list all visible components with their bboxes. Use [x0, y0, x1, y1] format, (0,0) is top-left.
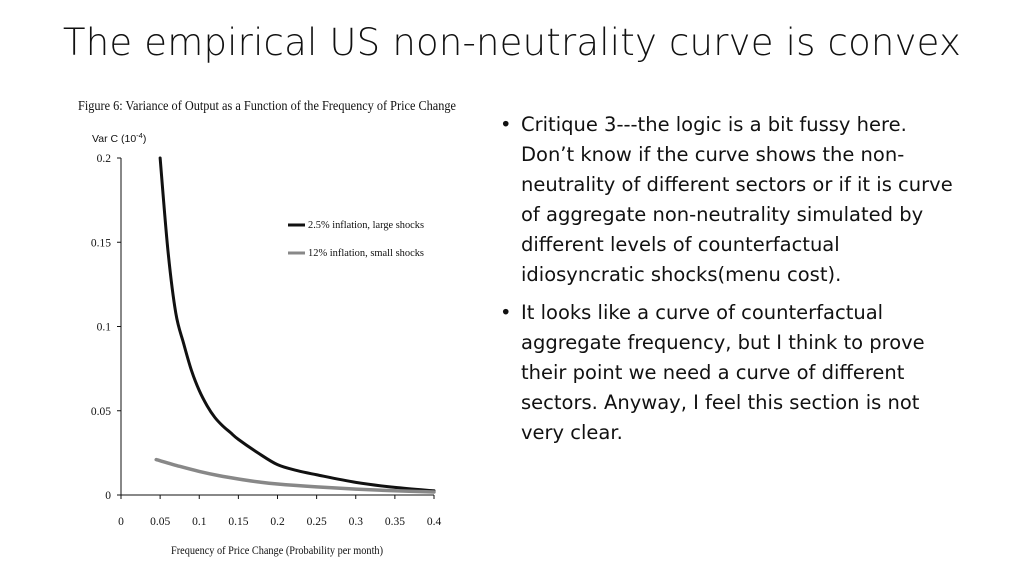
bullet-text: It looks like a curve of counterfactual …: [521, 301, 925, 444]
chart-container: Figure 6: Variance of Output as a Functi…: [64, 90, 474, 570]
chart-title: Figure 6: Variance of Output as a Functi…: [78, 98, 456, 113]
series-line-high-inflation: [154, 457, 436, 494]
series-group: [154, 156, 436, 494]
y-axis-label: Var C (10-4): [92, 131, 146, 145]
y-axis-label-base: Var C (10: [92, 133, 136, 145]
y-tick-label: 0.05: [91, 406, 111, 418]
x-tick-label: 0.25: [307, 516, 327, 528]
x-tick-label: 0.3: [349, 516, 364, 528]
x-axis-label: Frequency of Price Change (Probability p…: [171, 543, 383, 557]
bullet-dot: •: [500, 113, 512, 136]
bullet-list: • Critique 3---the logic is a bit fussy h…: [500, 110, 960, 456]
bullet-text: Critique 3---the logic is a bit fussy he…: [521, 113, 953, 286]
series-line-low-inflation: [158, 156, 436, 493]
slide-title: The empirical US non-neutrality curve is…: [62, 21, 962, 64]
x-tick-label: 0.35: [385, 516, 405, 528]
x-tick-label: 0.2: [270, 516, 285, 528]
x-tick-label: 0.1: [192, 516, 207, 528]
legend: 2.5% inflation, large shocks 12% inflatio…: [288, 219, 424, 259]
y-tick-label: 0.1: [97, 322, 112, 334]
bullet-dot: •: [500, 301, 512, 324]
variance-chart: Figure 6: Variance of Output as a Functi…: [78, 98, 456, 557]
y-tick-label: 0.2: [97, 153, 112, 165]
y-axis-label-exponent: -4: [136, 131, 143, 140]
x-tick-label: 0: [118, 516, 124, 528]
legend-label: 2.5% inflation, large shocks: [308, 219, 424, 231]
bullet-item-critique: • Critique 3---the logic is a bit fussy h…: [500, 110, 960, 290]
bullet-item-opinion: • It looks like a curve of counterfactual…: [500, 298, 960, 448]
y-tick-label: 0: [105, 490, 111, 502]
x-tick-label: 0.05: [150, 516, 170, 528]
legend-label: 12% inflation, small shocks: [308, 247, 424, 259]
y-ticks: 0 0.05 0.1 0.15 0.2: [91, 153, 121, 502]
x-tick-label: 0.15: [228, 516, 248, 528]
y-tick-label: 0.15: [91, 237, 111, 249]
x-tick-label: 0.4: [427, 516, 442, 528]
x-ticks: 0 0.05 0.1 0.15 0.2 0.25 0.3 0.35 0.4: [118, 495, 441, 528]
y-axis-label-close: ): [143, 133, 147, 145]
